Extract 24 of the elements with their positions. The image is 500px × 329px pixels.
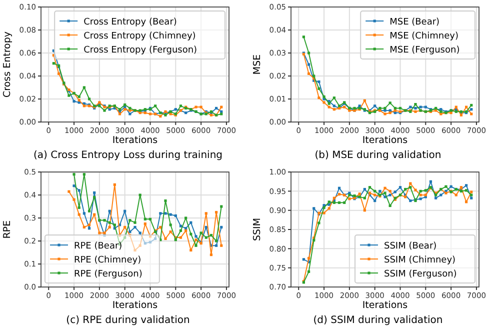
y-axis-title: RPE xyxy=(2,220,13,239)
legend-label: MSE (Bear) xyxy=(390,18,440,28)
legend-label: RPE (Ferguson) xyxy=(74,270,142,280)
legend-label: RPE (Bear) xyxy=(74,242,122,252)
x-axis-title: Iterations xyxy=(112,135,158,146)
text: (a) Cross Entropy Loss during training xyxy=(33,150,223,161)
legend-label: MSE (Chimney) xyxy=(390,32,458,42)
legend-label: Cross Entropy (Bear) xyxy=(84,18,177,28)
x-axis-title: Iterations xyxy=(362,135,408,146)
text: (c) RPE during validation xyxy=(66,315,190,326)
legend-label: Cross Entropy (Chimney) xyxy=(84,32,196,42)
y-axis-title: Cross Entropy xyxy=(2,31,13,98)
text: (d) SSIM during validation xyxy=(313,315,443,326)
text: (b) MSE during validation xyxy=(314,150,442,161)
y-axis-title: SSIM xyxy=(252,218,263,242)
x-axis-title: Iterations xyxy=(362,300,408,311)
legend-label: RPE (Chimney) xyxy=(74,256,142,266)
legend-label: SSIM (Ferguson) xyxy=(384,270,457,280)
legend-label: Cross Entropy (Ferguson) xyxy=(84,46,198,56)
y-axis-title: MSE xyxy=(252,54,263,75)
legend-label: SSIM (Chimney) xyxy=(384,256,456,266)
legend-label: MSE (Ferguson) xyxy=(390,46,460,56)
x-axis-title: Iterations xyxy=(112,300,158,311)
legend-label: SSIM (Bear) xyxy=(384,242,437,252)
